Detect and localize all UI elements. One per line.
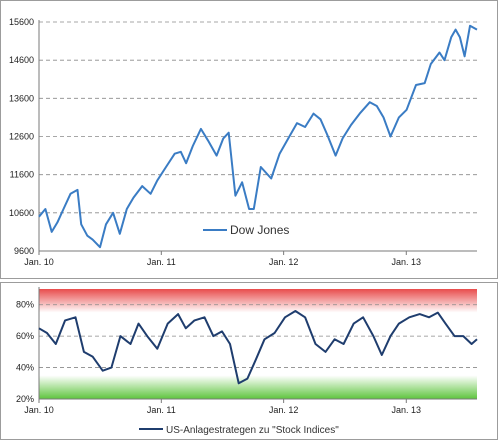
series-line — [38, 24, 478, 249]
series-line — [38, 310, 478, 385]
y-tick-label: 40% — [16, 363, 34, 373]
dow-jones-chart-panel: 9600 10600 11600 12600 13600 14600 15600 Jan. 1… — [0, 0, 498, 279]
y-tick-label: 80% — [16, 300, 34, 310]
y-tick-label: 13600 — [9, 93, 34, 103]
x-tick-label: Jan. 13 — [392, 405, 422, 415]
strategist-sentiment-chart: 20% 40% 60% 80% Jan. 10 Jan. 11 Jan. 12 Jan. 13… — [16, 287, 478, 436]
overbought-zone — [39, 289, 477, 313]
x-tick-label: Jan. 10 — [24, 257, 54, 267]
legend-label: Dow Jones — [230, 223, 289, 237]
y-tick-label: 60% — [16, 331, 34, 341]
x-tick-label: Jan. 11 — [147, 405, 176, 415]
legend-label: US-Anlagestrategen zu "Stock Indices" — [166, 425, 339, 436]
y-tick-label: 11600 — [10, 170, 34, 180]
y-tick-label: 9600 — [14, 246, 34, 256]
y-tick-label: 15600 — [9, 17, 34, 27]
y-tick-label: 20% — [16, 394, 34, 404]
y-tick-label: 14600 — [9, 55, 34, 65]
x-tick-label: Jan. 12 — [269, 405, 299, 415]
y-tick-label: 12600 — [9, 132, 34, 142]
dow-jones-chart: 9600 10600 11600 12600 13600 14600 15600 Jan. 1… — [9, 17, 478, 267]
oversold-zone — [39, 375, 477, 399]
strategist-sentiment-chart-panel: 20% 40% 60% 80% Jan. 10 Jan. 11 Jan. 12 Jan. 13… — [0, 282, 498, 440]
y-tick-label: 10600 — [9, 208, 34, 218]
x-tick-label: Jan. 11 — [147, 257, 176, 267]
x-tick-label: Jan. 13 — [392, 257, 422, 267]
x-tick-label: Jan. 10 — [24, 405, 54, 415]
x-tick-label: Jan. 12 — [269, 257, 299, 267]
